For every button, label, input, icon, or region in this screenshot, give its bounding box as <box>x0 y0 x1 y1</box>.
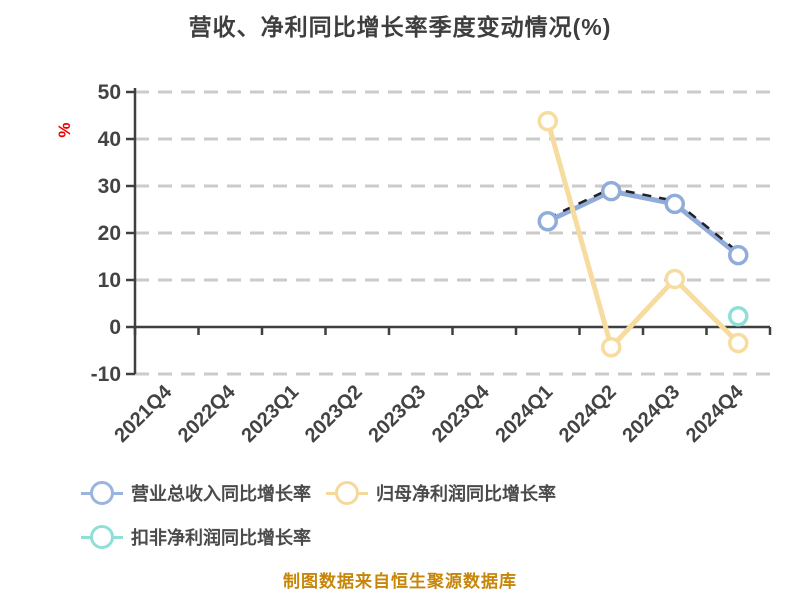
data-point-marker-2 <box>728 305 749 327</box>
data-point-marker-1 <box>664 268 685 290</box>
legend-marker-net-profit-icon <box>326 480 368 506</box>
y-axis-unit-label: % <box>55 122 74 137</box>
legend-marker-non-gaap-icon <box>81 524 123 550</box>
y-tick-label: 30 <box>98 175 121 198</box>
x-tick-label: 2024Q1 <box>491 381 557 447</box>
y-tick-label: 50 <box>98 81 121 104</box>
legend-label-net-profit: 归母净利润同比增长率 <box>376 484 556 504</box>
series-dash-overlay <box>547 186 740 254</box>
data-point-marker-1 <box>537 110 558 132</box>
x-tick-label: 2023Q4 <box>428 380 495 447</box>
legend-label-revenue: 营业总收入同比增长率 <box>131 484 311 504</box>
legend-item-non-gaap: 扣非净利润同比增长率 <box>81 524 311 550</box>
x-tick-label: 2024Q2 <box>555 381 621 447</box>
legend-item-revenue: 营业总收入同比增长率 <box>81 480 311 506</box>
y-tick-label: 10 <box>98 269 121 292</box>
data-point-marker-1 <box>728 332 749 354</box>
data-source-caption: 制图数据来自恒生聚源数据库 <box>283 572 517 591</box>
x-tick-label: 2024Q3 <box>618 381 684 447</box>
x-tick-label: 2023Q2 <box>301 381 367 447</box>
y-tick-label: -10 <box>91 363 121 386</box>
y-tick-label: 40 <box>98 128 121 151</box>
x-tick-label: 2021Q4 <box>110 380 177 447</box>
legend-label-non-gaap: 扣非净利润同比增长率 <box>131 528 311 548</box>
legend-item-net-profit: 归母净利润同比增长率 <box>326 480 556 506</box>
x-tick-label: 2022Q4 <box>174 380 241 447</box>
data-point-marker-0 <box>537 211 558 232</box>
series-line-1 <box>545 118 741 350</box>
x-tick-label: 2023Q3 <box>364 381 430 447</box>
page-title: 营收、净利同比增长率季度变动情况(%) <box>188 14 612 40</box>
data-point-marker-0 <box>728 244 749 266</box>
x-tick-label: 2023Q1 <box>237 381 303 447</box>
y-tick-label: 0 <box>109 316 121 339</box>
series-line-0 <box>545 188 741 258</box>
x-tick-label: 2024Q4 <box>682 380 749 447</box>
data-point-marker-1 <box>601 336 622 358</box>
y-tick-label: 20 <box>98 222 121 245</box>
data-point-marker-0 <box>664 193 685 215</box>
legend-marker-revenue-icon <box>81 480 123 506</box>
data-point-marker-0 <box>601 180 622 202</box>
